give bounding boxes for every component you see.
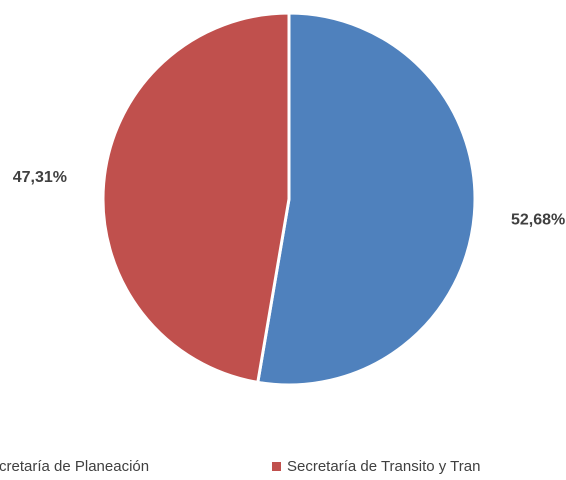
data-label: 47,31% [13,169,67,186]
pie-slice [101,11,291,385]
data-label: 52,68% [511,211,565,228]
pie-slice [256,11,477,387]
legend-label: cretaría de Planeación [0,458,149,475]
legend-marker [272,462,281,471]
legend-label: Secretaría de Transito y Tran [287,458,480,475]
